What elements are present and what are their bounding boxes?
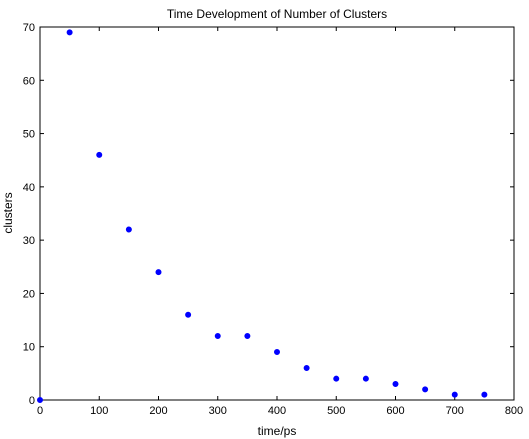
- y-tick-label: 20: [23, 288, 35, 300]
- data-point: [273, 349, 280, 356]
- y-tick-label: 30: [23, 235, 35, 247]
- data-point: [66, 29, 73, 36]
- data-point: [125, 226, 132, 233]
- data-point: [481, 391, 488, 398]
- x-tick-label: 600: [386, 405, 404, 417]
- y-tick-label: 70: [23, 22, 35, 34]
- chart-title: Time Development of Number of Clusters: [167, 7, 387, 21]
- data-points: [37, 29, 488, 403]
- data-point: [214, 333, 221, 340]
- data-point: [303, 365, 310, 372]
- data-point: [37, 396, 44, 403]
- x-tick-label: 500: [327, 405, 345, 417]
- data-point: [451, 391, 458, 398]
- y-tick-label: 10: [23, 342, 35, 354]
- data-point: [392, 381, 399, 388]
- x-tick-label: 300: [209, 405, 227, 417]
- x-tick-label: 100: [90, 405, 108, 417]
- x-axis-ticks: 0 100 200 300 400 500 600 700 800: [37, 27, 523, 417]
- y-tick-label: 60: [23, 75, 35, 87]
- data-point: [244, 333, 251, 340]
- y-tick-label: 40: [23, 182, 35, 194]
- y-axis-ticks: 0 10 20 30 40 50 60 70: [23, 22, 514, 407]
- x-tick-label: 800: [505, 405, 523, 417]
- x-tick-label: 0: [37, 405, 43, 417]
- y-axis-label: clusters: [1, 192, 15, 233]
- x-tick-label: 200: [149, 405, 167, 417]
- x-tick-label: 400: [268, 405, 286, 417]
- x-tick-label: 700: [446, 405, 464, 417]
- data-point: [155, 269, 162, 276]
- data-point: [422, 386, 429, 393]
- data-point: [185, 311, 192, 318]
- y-tick-label: 50: [23, 129, 35, 141]
- data-point: [333, 375, 340, 382]
- data-point: [362, 375, 369, 382]
- x-axis-label: time/ps: [258, 424, 297, 438]
- data-point: [96, 151, 103, 158]
- y-tick-label: 0: [29, 395, 35, 407]
- plot-area: [39, 26, 515, 401]
